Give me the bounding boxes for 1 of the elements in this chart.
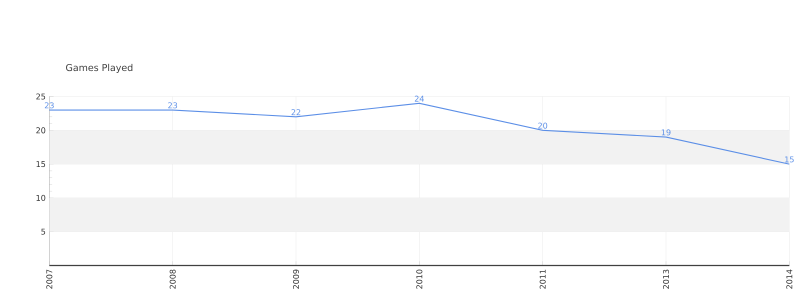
chart-title: Games Played [66, 64, 132, 73]
